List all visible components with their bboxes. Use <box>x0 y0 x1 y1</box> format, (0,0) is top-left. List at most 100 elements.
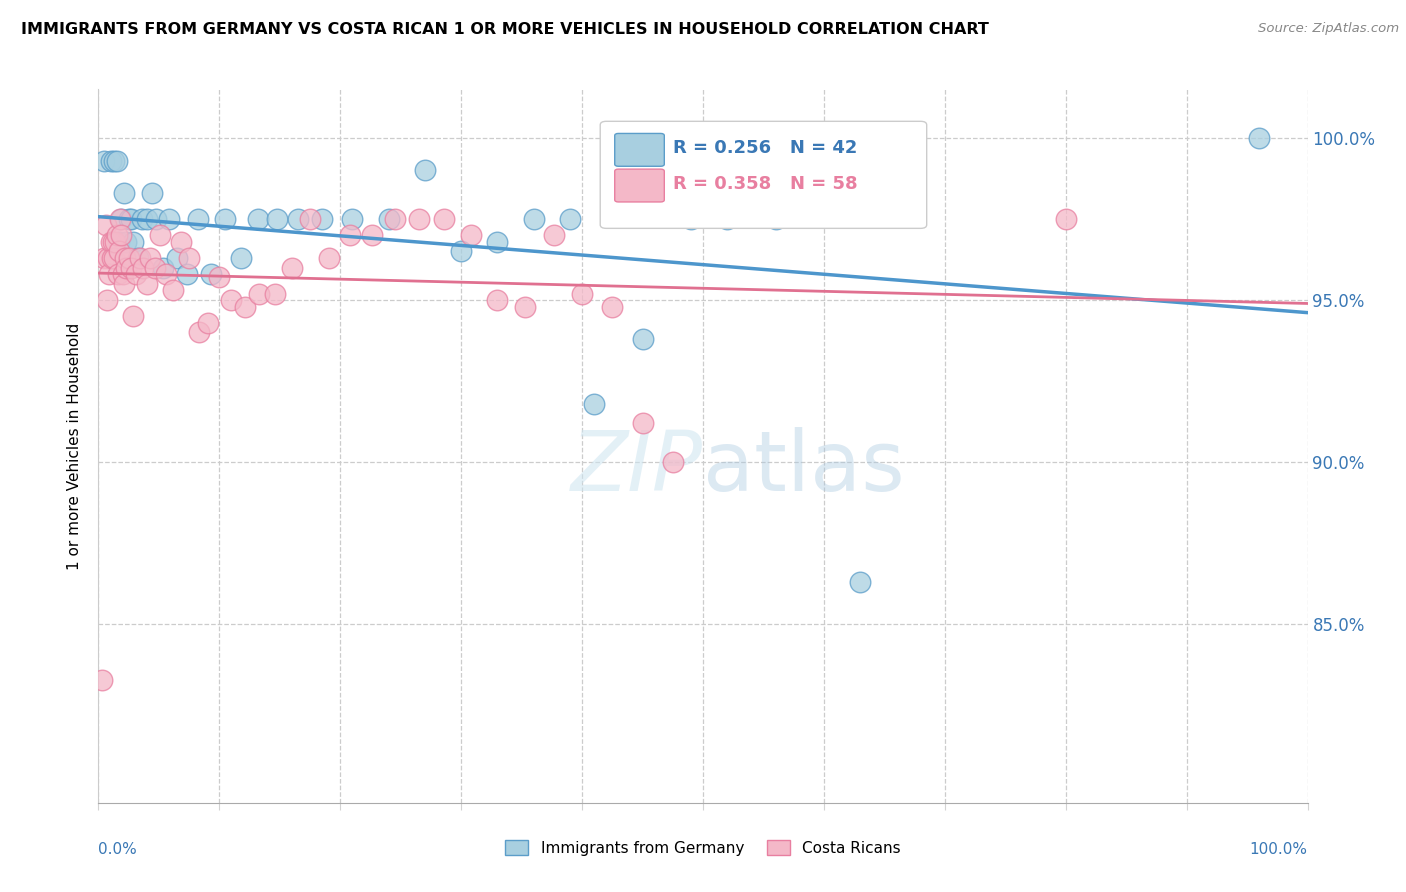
Point <box>281 260 304 275</box>
Point <box>135 211 157 226</box>
Point <box>408 211 430 226</box>
Point <box>105 153 128 168</box>
Point <box>247 286 270 301</box>
Point <box>433 211 456 226</box>
Point <box>264 286 287 301</box>
Point <box>266 211 288 226</box>
Point <box>122 235 145 249</box>
Point <box>111 267 134 281</box>
Point <box>523 211 546 226</box>
Point <box>571 286 593 301</box>
Point <box>1249 131 1271 145</box>
Point <box>339 228 361 243</box>
Point <box>152 260 174 275</box>
FancyBboxPatch shape <box>614 134 664 166</box>
FancyBboxPatch shape <box>600 121 927 228</box>
Point <box>460 228 482 243</box>
Point <box>93 251 115 265</box>
Text: 100.0%: 100.0% <box>1250 842 1308 857</box>
Point <box>139 251 162 265</box>
Point <box>287 211 309 226</box>
Point <box>716 211 738 226</box>
Point <box>318 251 340 265</box>
Point <box>108 235 131 249</box>
Point <box>187 211 209 226</box>
Point <box>108 244 131 259</box>
Point <box>110 211 132 226</box>
Point <box>112 186 135 200</box>
Point <box>179 251 201 265</box>
Point <box>127 251 149 265</box>
Text: ZIP: ZIP <box>571 427 703 508</box>
Point <box>1054 211 1077 226</box>
Point <box>93 153 115 168</box>
Point <box>101 235 124 249</box>
Point <box>221 293 243 307</box>
Point <box>849 575 872 590</box>
Point <box>115 260 138 275</box>
Text: R = 0.256   N = 42: R = 0.256 N = 42 <box>672 139 858 157</box>
Point <box>299 211 322 226</box>
Point <box>384 211 406 226</box>
Point <box>96 293 118 307</box>
Point <box>197 316 219 330</box>
Point <box>486 235 509 249</box>
Point <box>100 251 122 265</box>
Point <box>233 300 256 314</box>
Point <box>110 228 132 243</box>
Point <box>543 228 565 243</box>
FancyBboxPatch shape <box>614 169 664 202</box>
Point <box>157 211 180 226</box>
Point <box>166 251 188 265</box>
Point <box>135 277 157 291</box>
Point <box>679 211 702 226</box>
Point <box>360 228 382 243</box>
Point <box>104 235 127 249</box>
Point <box>94 219 117 233</box>
Point <box>131 211 153 226</box>
Text: atlas: atlas <box>703 427 904 508</box>
Point <box>187 326 209 340</box>
Point <box>115 235 138 249</box>
Point <box>141 186 163 200</box>
Point <box>162 283 184 297</box>
Text: 0.0%: 0.0% <box>98 842 138 857</box>
Point <box>486 293 509 307</box>
Point <box>631 417 654 431</box>
Point <box>145 211 167 226</box>
Text: IMMIGRANTS FROM GERMANY VS COSTA RICAN 1 OR MORE VEHICLES IN HOUSEHOLD CORRELATI: IMMIGRANTS FROM GERMANY VS COSTA RICAN 1… <box>21 22 988 37</box>
Point <box>631 332 654 346</box>
Point <box>377 211 399 226</box>
Point <box>118 211 141 226</box>
Point <box>661 455 683 469</box>
Legend: Immigrants from Germany, Costa Ricans: Immigrants from Germany, Costa Ricans <box>505 840 901 855</box>
Point <box>100 153 122 168</box>
Point <box>120 211 142 226</box>
Point <box>128 251 150 265</box>
Point <box>602 300 624 314</box>
Point <box>103 251 125 265</box>
Point <box>176 267 198 281</box>
Point <box>125 267 148 281</box>
Point <box>247 211 270 226</box>
Point <box>169 235 191 249</box>
Point <box>132 260 155 275</box>
Point <box>114 251 136 265</box>
Point <box>450 244 472 259</box>
Point <box>515 300 537 314</box>
Point <box>229 251 252 265</box>
Point <box>413 163 436 178</box>
Point <box>149 228 172 243</box>
Point <box>97 251 120 265</box>
Point <box>98 267 121 281</box>
Y-axis label: 1 or more Vehicles in Household: 1 or more Vehicles in Household <box>67 322 83 570</box>
Point <box>765 211 787 226</box>
Point <box>120 260 142 275</box>
Point <box>208 270 231 285</box>
Point <box>342 211 364 226</box>
Point <box>558 211 581 226</box>
Point <box>118 251 141 265</box>
Text: R = 0.358   N = 58: R = 0.358 N = 58 <box>672 175 858 193</box>
Text: Source: ZipAtlas.com: Source: ZipAtlas.com <box>1258 22 1399 36</box>
Point <box>103 153 125 168</box>
